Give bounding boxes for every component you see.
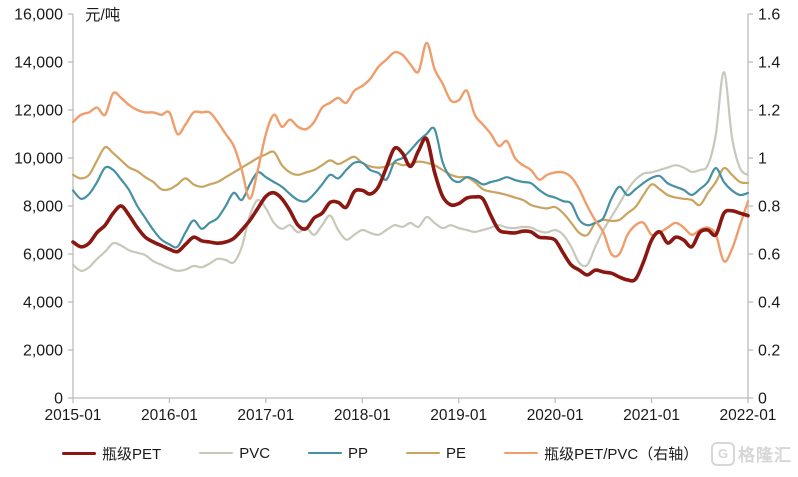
legend-label: PE bbox=[446, 444, 467, 462]
legend-label: 瓶级PET bbox=[102, 445, 162, 463]
chart-legend: 瓶级PET PVC PP PE 瓶级PET/PVC（右轴） bbox=[62, 440, 698, 466]
gelonghui-watermark: G 格隆汇 bbox=[711, 441, 792, 466]
y-axis-tick-label: 12,000 bbox=[14, 103, 63, 120]
legend-item-PE: PE bbox=[406, 445, 466, 462]
y-axis-tick-label: 10,000 bbox=[14, 151, 63, 168]
x-axis-tick-label: 2022-01 bbox=[720, 407, 777, 424]
y-axis-right-tick-label: 0.6 bbox=[758, 247, 780, 264]
x-axis-tick-label: 2020-01 bbox=[527, 407, 584, 424]
y-axis-tick-label: 2,000 bbox=[23, 343, 63, 360]
series-line-PP bbox=[71, 126, 750, 249]
gelonghui-logo-icon: G bbox=[711, 441, 735, 466]
x-axis-tick-label: 2017-01 bbox=[237, 407, 294, 424]
series-line-瓶级PET/PVC（右轴） bbox=[71, 41, 750, 263]
series-line-PVC bbox=[71, 70, 750, 272]
legend-label: PP bbox=[348, 444, 369, 462]
y-axis-right-tick-label: 1.4 bbox=[758, 55, 780, 72]
legend-swatch-瓶级PET/PVC（右轴） bbox=[504, 452, 539, 454]
left-axis-unit-label: 元/吨 bbox=[85, 6, 120, 24]
y-axis-right-tick-label: 0.4 bbox=[758, 295, 780, 312]
legend-label: PVC bbox=[239, 444, 271, 462]
legend-swatch-瓶级PET bbox=[62, 451, 96, 455]
y-axis-tick-label: 14,000 bbox=[14, 55, 63, 72]
y-axis-tick-label: 0 bbox=[54, 391, 63, 408]
x-axis-tick-label: 2018-01 bbox=[334, 407, 391, 424]
legend-item-PVC: PVC bbox=[199, 445, 270, 462]
y-axis-right-tick-label: 0 bbox=[758, 391, 767, 408]
series-line-PE bbox=[71, 145, 750, 237]
y-axis-tick-label: 16,000 bbox=[14, 7, 63, 24]
legend-label: 瓶级PET/PVC（右轴） bbox=[544, 445, 699, 463]
legend-swatch-PP bbox=[308, 452, 343, 454]
legend-item-PP: PP bbox=[308, 445, 368, 462]
y-axis-tick-label: 6,000 bbox=[23, 247, 63, 264]
watermark-text: 格隆汇 bbox=[738, 446, 792, 465]
x-axis-tick-label: 2021-01 bbox=[623, 407, 680, 424]
y-axis-right-tick-label: 1 bbox=[758, 151, 767, 168]
y-axis-right-tick-label: 0.8 bbox=[758, 199, 780, 216]
y-axis-right-tick-label: 1.2 bbox=[758, 103, 780, 120]
legend-swatch-PE bbox=[406, 452, 441, 454]
y-axis-tick-label: 8,000 bbox=[23, 199, 63, 216]
legend-item-瓶级PET/PVC（右轴）: 瓶级PET/PVC（右轴） bbox=[504, 443, 698, 464]
x-axis-tick-label: 2016-01 bbox=[141, 407, 198, 424]
legend-swatch-PVC bbox=[199, 452, 234, 454]
series-line-瓶级PET bbox=[71, 136, 750, 283]
y-axis-right-tick-label: 1.6 bbox=[758, 7, 780, 24]
x-axis-tick-label: 2019-01 bbox=[430, 407, 487, 424]
x-axis-tick-label: 2015-01 bbox=[45, 407, 102, 424]
y-axis-right-tick-label: 0.2 bbox=[758, 343, 780, 360]
legend-item-瓶级PET: 瓶级PET bbox=[62, 443, 161, 464]
y-axis-tick-label: 4,000 bbox=[23, 295, 63, 312]
